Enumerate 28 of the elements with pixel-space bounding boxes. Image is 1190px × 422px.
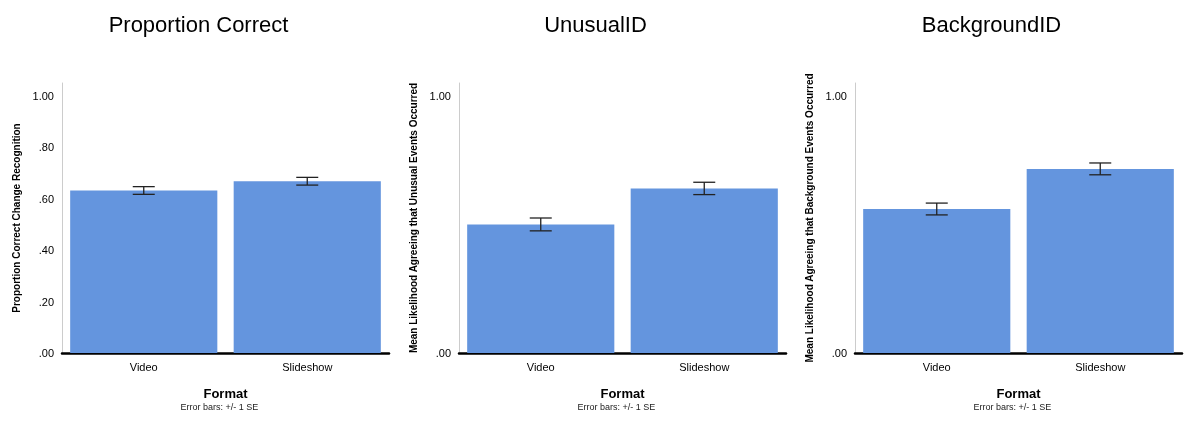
x-axis-title: Format	[996, 386, 1042, 401]
x-tick-label: Video	[526, 360, 555, 373]
text: Error bars: +/- 1 SE	[973, 401, 1052, 412]
x-tick-label: Video	[922, 360, 951, 373]
y-tick-label: .00	[435, 347, 451, 359]
chart-title: UnusualID	[544, 11, 647, 37]
x-axis-title: Format	[600, 386, 646, 401]
y-axis-title: Proportion Correct Change Recognition	[10, 123, 22, 313]
x-tick-label: Slideshow	[679, 360, 730, 373]
x-tick-label: Slideshow	[1075, 360, 1126, 373]
y-tick-label: 1.00	[429, 89, 451, 102]
y-tick-label: .00	[38, 347, 54, 359]
y-tick-label: .20	[38, 295, 54, 308]
y-tick-label: 1.00	[825, 89, 847, 102]
chart-title: Proportion Correct	[108, 11, 289, 37]
chart-title: BackgroundID	[921, 11, 1062, 37]
y-tick-label: .80	[38, 141, 54, 154]
x-axis-title: Format	[203, 386, 249, 401]
x-tick-label: Slideshow	[282, 360, 333, 373]
y-axis-title: Mean Likelihood Agreeing that Unusual Events Occurred	[407, 82, 419, 354]
text: Error bars: +/- 1 SE	[180, 401, 259, 412]
y-tick-label: .00	[831, 347, 847, 359]
y-axis-title: Mean Likelihood Agreeing that Background Events Occurred	[803, 73, 815, 363]
y-tick-label: .40	[38, 244, 54, 257]
y-tick-label: .60	[38, 192, 54, 205]
y-tick-label: 1.00	[32, 89, 54, 102]
text: Error bars: +/- 1 SE	[577, 401, 656, 412]
x-tick-label: Video	[129, 360, 158, 373]
